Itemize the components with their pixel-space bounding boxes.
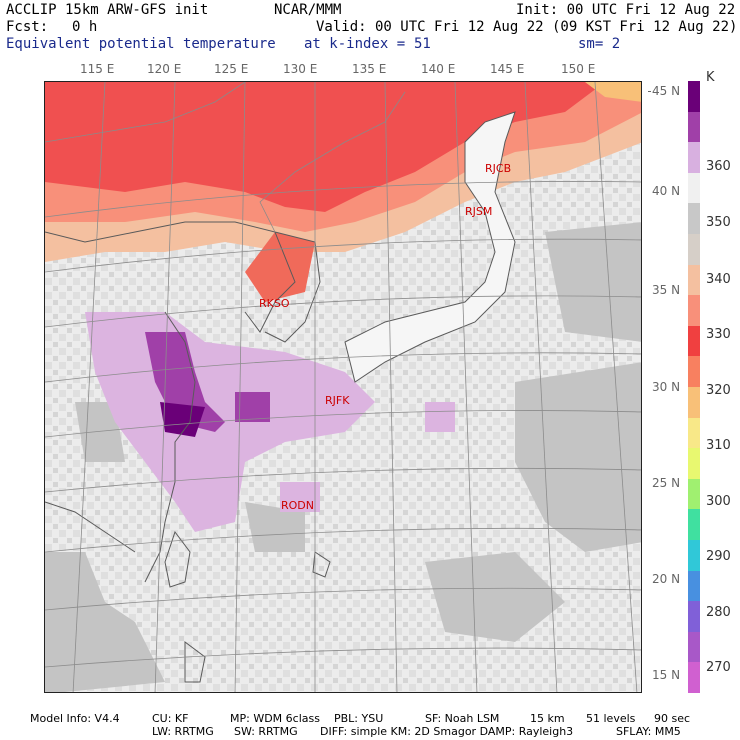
footer-sf: SF: Noah LSM bbox=[425, 712, 500, 725]
colorbar-swatch bbox=[688, 540, 700, 571]
fcst-value: 0 h bbox=[72, 19, 98, 35]
colorbar-swatch bbox=[688, 172, 700, 204]
lon-label: 125 E bbox=[214, 62, 249, 76]
level-value: 51 bbox=[414, 36, 431, 52]
coastlines bbox=[45, 111, 516, 683]
colorbar-swatch bbox=[688, 81, 700, 112]
footer-dt: 90 sec bbox=[654, 712, 691, 725]
colorbar-swatch bbox=[688, 631, 700, 663]
footer-diff: DIFF: simple KM: 2D Smagor DAMP: Rayleig… bbox=[320, 725, 574, 738]
colorbar-swatch bbox=[688, 234, 700, 265]
model-title: ACCLIP 15km ARW-GFS init bbox=[6, 2, 209, 18]
footer-sflay: SFLAY: MM5 bbox=[616, 725, 681, 738]
level-label: at k-index = bbox=[304, 36, 406, 52]
colorbar-swatch bbox=[688, 448, 700, 480]
fcst-label: Fcst: bbox=[6, 19, 49, 35]
japan-landmass bbox=[345, 112, 515, 382]
init-time: Init: 00 UTC Fri 12 Aug 22 bbox=[516, 2, 736, 18]
colorbar-label: 360 bbox=[706, 159, 731, 174]
station-rjcb[interactable]: RJCB bbox=[485, 162, 512, 175]
colorbar-label: 350 bbox=[706, 215, 731, 230]
borders bbox=[45, 82, 406, 233]
lat-label: 20 N bbox=[652, 572, 681, 586]
colorbar-swatch bbox=[688, 325, 700, 357]
lat-label: 25 N bbox=[652, 476, 681, 490]
colorbar-swatch bbox=[688, 662, 700, 694]
footer-mp: MP: WDM 6class bbox=[230, 712, 320, 725]
theta-e-350-patches bbox=[45, 222, 641, 692]
lon-label: 140 E bbox=[421, 62, 456, 76]
smooth-label: sm= 2 bbox=[578, 36, 621, 52]
colorbar-label: 270 bbox=[706, 660, 731, 675]
colorbar-label: 280 bbox=[706, 605, 731, 620]
colorbar-swatch bbox=[688, 417, 700, 449]
lat-label: 30 N bbox=[652, 380, 681, 394]
lat-label: 15 N bbox=[652, 668, 681, 682]
lat-label: 35 N bbox=[652, 283, 681, 297]
colorbar-swatch bbox=[688, 387, 700, 418]
colorbar-swatch bbox=[688, 111, 700, 143]
colorbar-swatch bbox=[688, 264, 700, 296]
footer-res: 15 km bbox=[530, 712, 565, 725]
footer-levels: 51 levels bbox=[586, 712, 636, 725]
lon-label: 120 E bbox=[147, 62, 182, 76]
lat-label: 45 N bbox=[652, 84, 681, 98]
colorbar-unit: K bbox=[706, 70, 715, 85]
colorbar-swatch bbox=[688, 203, 700, 235]
lat-label: 40 N bbox=[652, 184, 681, 198]
colorbar-swatch bbox=[688, 601, 700, 633]
station-rodn[interactable]: RODN bbox=[281, 499, 314, 512]
colorbar-label: 330 bbox=[706, 327, 731, 342]
lon-label: 150 E bbox=[561, 62, 596, 76]
lat-tick bbox=[648, 91, 651, 92]
footer-cu: CU: KF bbox=[152, 712, 189, 725]
lon-label: 135 E bbox=[352, 62, 387, 76]
valid-time: Valid: 00 UTC Fri 12 Aug 22 (09 KST Fri … bbox=[316, 19, 738, 35]
footer-lw: LW: RRTMG bbox=[152, 725, 214, 738]
footer-model-info: Model Info: V4.4 bbox=[30, 712, 120, 725]
graticule bbox=[45, 82, 641, 692]
footer-pbl: PBL: YSU bbox=[334, 712, 384, 725]
colorbar-swatch bbox=[688, 478, 700, 510]
theta-e-330-band bbox=[45, 82, 605, 212]
lon-label: 115 E bbox=[80, 62, 115, 76]
colorbar-swatch bbox=[688, 142, 700, 174]
colorbar bbox=[688, 81, 700, 694]
field-name: Equivalent potential temperature bbox=[6, 36, 276, 52]
footer-sw: SW: RRTMG bbox=[234, 725, 298, 738]
colorbar-swatch bbox=[688, 509, 700, 541]
colorbar-swatch bbox=[688, 295, 700, 327]
colorbar-swatch bbox=[688, 570, 700, 602]
theta-e-370-core bbox=[160, 402, 205, 437]
org-label: NCAR/MMM bbox=[274, 2, 342, 18]
colorbar-label: 300 bbox=[706, 494, 731, 509]
colorbar-label: 310 bbox=[706, 438, 731, 453]
theta-e-320-patch bbox=[585, 82, 641, 102]
korea-warm-patch bbox=[245, 232, 315, 302]
station-rjfk[interactable]: RJFK bbox=[325, 394, 350, 407]
lon-label: 130 E bbox=[283, 62, 318, 76]
colorbar-swatch bbox=[688, 356, 700, 388]
lon-label: 145 E bbox=[490, 62, 525, 76]
station-rjsm[interactable]: RJSM bbox=[465, 205, 493, 218]
map-panel[interactable]: RJCB RJSM RKSO RJFK RODN bbox=[44, 81, 642, 693]
colorbar-label: 290 bbox=[706, 549, 731, 564]
colorbar-label: 340 bbox=[706, 272, 731, 287]
station-rkso[interactable]: RKSO bbox=[259, 297, 290, 310]
map-canvas bbox=[45, 82, 641, 692]
colorbar-label: 320 bbox=[706, 383, 731, 398]
